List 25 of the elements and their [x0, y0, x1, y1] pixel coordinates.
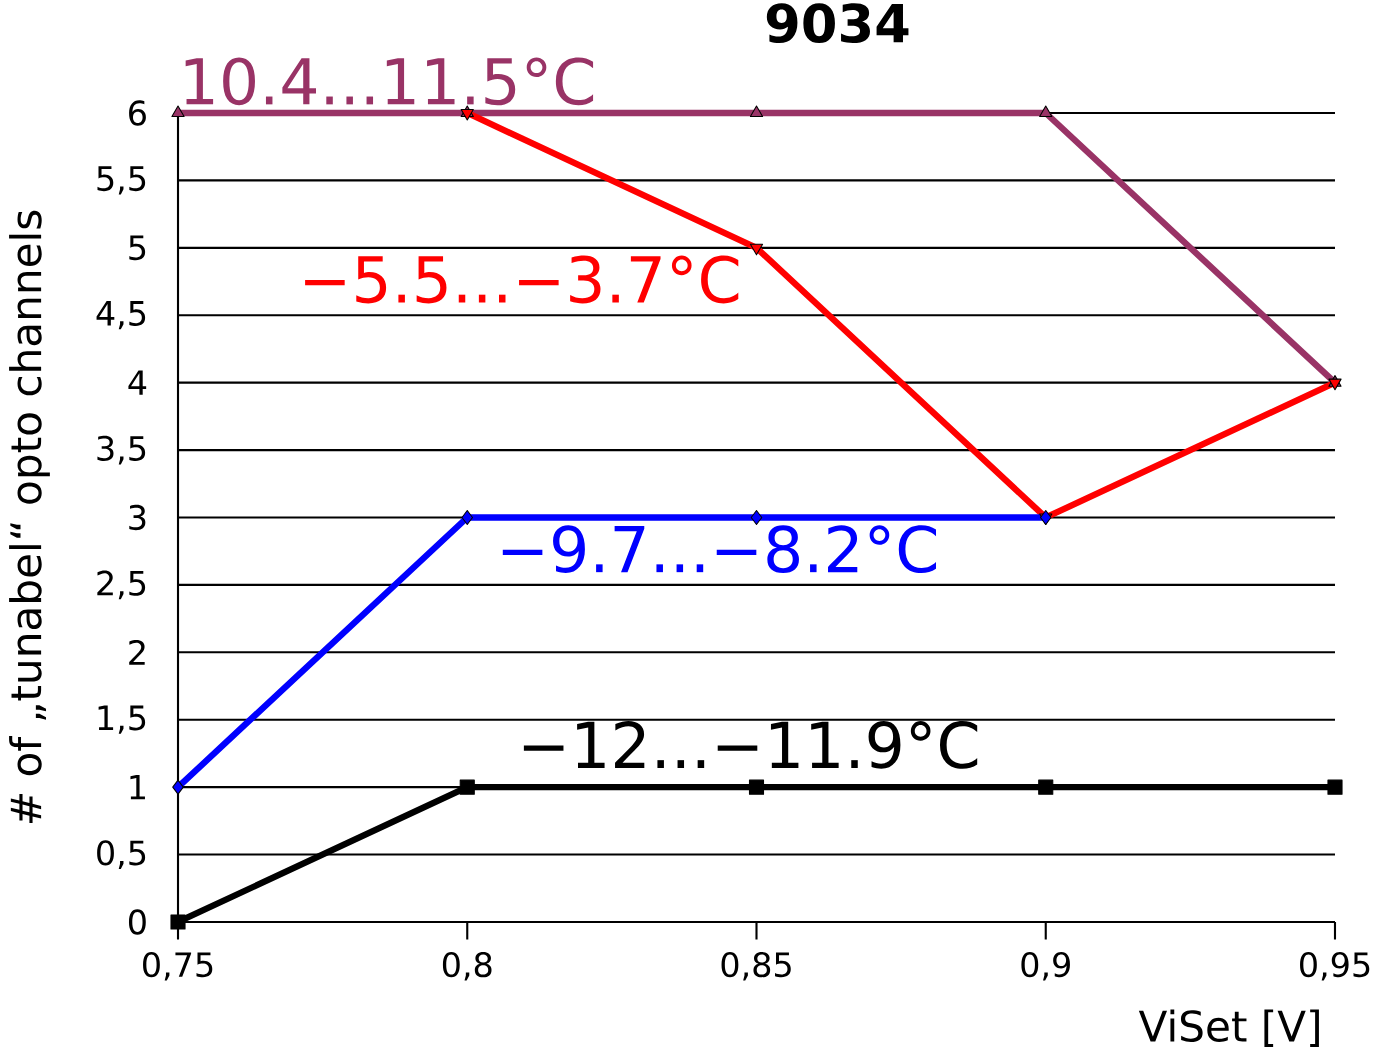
series-label: 10.4...11.5°C [185, 57, 594, 106]
series-label: −12...−11.9°C [523, 721, 978, 769]
y-tick-label: 4,5 [96, 301, 146, 330]
x-axis-title: ViSet [V] [1138, 1009, 1319, 1048]
y-tick-label: 3 [129, 504, 146, 531]
y-tick-label: 6 [129, 100, 146, 126]
series-label: −5.5...−3.7°C [305, 255, 739, 304]
y-tick-label: 1,5 [98, 705, 146, 734]
chart-title: 9034 [766, 3, 909, 44]
y-tick-label: 0 [128, 909, 146, 935]
x-tick-label: 0,9 [1021, 951, 1070, 981]
y-tick-label: 2 [129, 639, 145, 665]
x-tick-label: 0,95 [1300, 951, 1370, 981]
y-tick-label: 5,5 [97, 166, 146, 195]
y-tick-label: 0,5 [97, 840, 146, 869]
x-tick-label: 0,85 [721, 951, 791, 981]
y-tick-label: 1 [130, 774, 145, 800]
series-label: −9.7...−8.2°C [502, 525, 936, 574]
y-axis-title: # of „tunabel“ opto channels [9, 210, 50, 823]
y-tick-label: 5 [129, 235, 146, 261]
y-tick-label: 4 [128, 370, 147, 395]
x-tick-label: 0,75 [143, 951, 213, 981]
x-tick-label: 0,8 [442, 951, 492, 981]
y-tick-label: 3,5 [97, 435, 146, 465]
y-tick-label: 2,5 [97, 570, 146, 600]
